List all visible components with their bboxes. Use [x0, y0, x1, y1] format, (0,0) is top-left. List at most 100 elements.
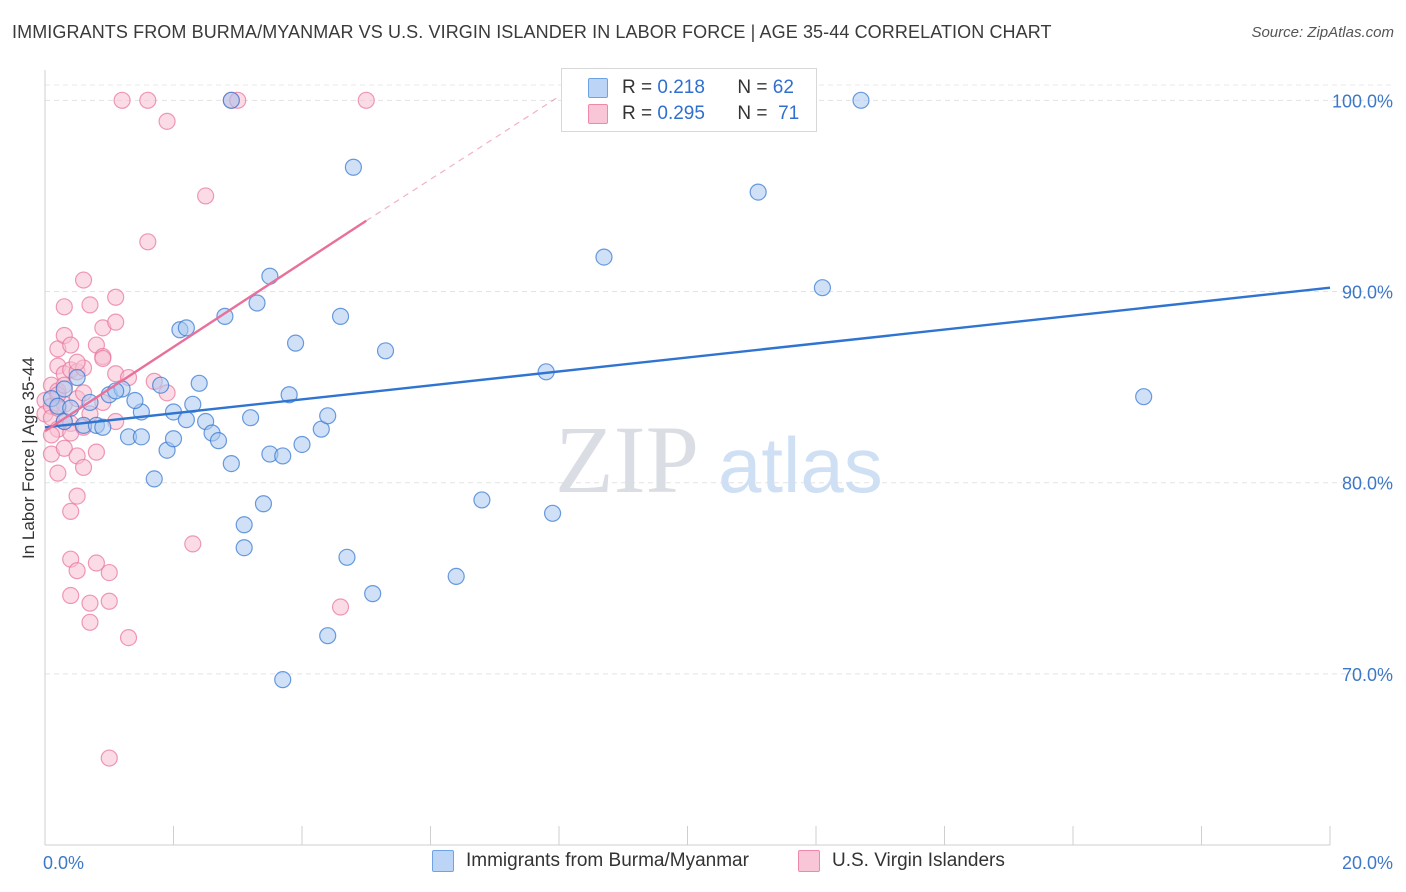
data-point [55, 439, 73, 457]
data-point [197, 187, 215, 205]
data-point [87, 554, 106, 572]
data-point [344, 158, 362, 176]
tick-labels: 70.0% 80.0% 90.0% 100.0% 0.0% 20.0% [43, 91, 1393, 873]
legend-row-virgin-islanders: R = 0.295 N = 71 [562, 100, 799, 128]
data-point [81, 594, 99, 612]
data-point [319, 407, 337, 425]
data-point [280, 386, 298, 404]
data-point [100, 592, 118, 610]
bottom-legend-swatch-burma [432, 850, 454, 872]
data-point [331, 598, 350, 616]
data-point [1135, 388, 1153, 406]
legend-n-value-virgin-islanders: 71 [778, 103, 800, 124]
bottom-legend-label-virgin-islanders: U.S. Virgin Islanders [832, 850, 1005, 871]
data-point [68, 562, 86, 580]
data-point [274, 671, 292, 689]
legend-swatch-virgin-islanders [588, 104, 608, 124]
data-point [113, 91, 131, 109]
legend-r-value-burma: 0.218 [657, 77, 705, 98]
data-point [68, 487, 86, 505]
data-point [100, 563, 118, 582]
data-point [87, 443, 106, 461]
data-point [293, 435, 311, 454]
data-point [331, 307, 350, 325]
data-point [126, 391, 144, 410]
data-point [74, 271, 93, 289]
data-point [94, 349, 112, 368]
bottom-legend-burma: Immigrants from Burma/Myanmar [432, 850, 749, 872]
x-tick-label: 0.0% [43, 853, 84, 873]
data-point [107, 313, 125, 331]
data-point [68, 353, 86, 371]
data-point [55, 380, 73, 398]
data-point [216, 307, 234, 325]
data-point [190, 374, 208, 392]
x-tick-label: 20.0% [1342, 853, 1393, 873]
source-credit: Source: ZipAtlas.com [1251, 24, 1394, 41]
data-point [286, 334, 305, 352]
data-point [94, 418, 112, 436]
trend-line [44, 219, 367, 433]
data-point [357, 91, 375, 109]
watermark-zip: ZIP [555, 406, 699, 513]
correlation-legend: R = 0.218 N = 62 R = 0.295 N = 71 [561, 68, 817, 132]
data-point [254, 495, 273, 513]
data-point [74, 458, 93, 477]
y-tick-label: 90.0% [1342, 283, 1393, 303]
legend-r-label: R = [622, 103, 653, 124]
data-point [248, 294, 266, 312]
grid-lines [45, 84, 1392, 675]
data-point [852, 91, 870, 109]
data-point [119, 628, 138, 647]
trend-lines [44, 95, 1331, 433]
y-tick-label: 70.0% [1342, 665, 1393, 685]
data-point [81, 296, 99, 314]
legend-r-label: R = [622, 77, 653, 98]
data-point [139, 91, 157, 109]
data-point [139, 233, 157, 251]
bottom-legend-swatch-virgin-islanders [798, 850, 820, 872]
watermark-atlas: atlas [718, 421, 883, 509]
data-point [158, 112, 176, 130]
legend-n-value-burma: 62 [772, 77, 794, 98]
data-point [473, 491, 491, 509]
y-axis-label: In Labor Force | Age 35-44 [19, 357, 38, 559]
y-tick-label: 80.0% [1342, 474, 1393, 494]
data-point [177, 319, 195, 337]
chart-title: IMMIGRANTS FROM BURMA/MYANMAR VS U.S. VI… [12, 22, 1052, 42]
data-point [62, 586, 80, 605]
data-point [319, 627, 337, 645]
data-point [274, 447, 292, 465]
bottom-legend-virgin-islanders: U.S. Virgin Islanders [798, 850, 1005, 872]
data-point [184, 535, 202, 553]
data-point [376, 342, 395, 360]
data-point [595, 248, 613, 266]
legend-n-label: N = [737, 103, 768, 124]
trend-line [44, 286, 1331, 429]
data-point [235, 516, 253, 534]
data-points [36, 91, 1153, 767]
legend-swatch-burma [588, 78, 608, 98]
data-point [543, 504, 562, 522]
data-point [364, 585, 382, 603]
data-point [100, 749, 118, 767]
data-point [62, 336, 80, 354]
y-tick-label: 100.0% [1332, 91, 1393, 111]
data-point [145, 470, 163, 488]
data-point [55, 298, 73, 316]
data-point [235, 539, 253, 557]
data-point [209, 432, 228, 450]
data-point [62, 502, 80, 520]
data-point [152, 376, 170, 394]
data-point [177, 411, 195, 429]
data-point [749, 183, 767, 201]
legend-row-burma: R = 0.218 N = 62 [562, 74, 794, 102]
data-point [447, 567, 465, 586]
data-point [261, 267, 279, 285]
data-point [813, 279, 832, 297]
data-point [338, 548, 356, 566]
data-point [222, 91, 240, 109]
data-point [222, 455, 240, 473]
legend-r-value-virgin-islanders: 0.295 [657, 103, 705, 124]
